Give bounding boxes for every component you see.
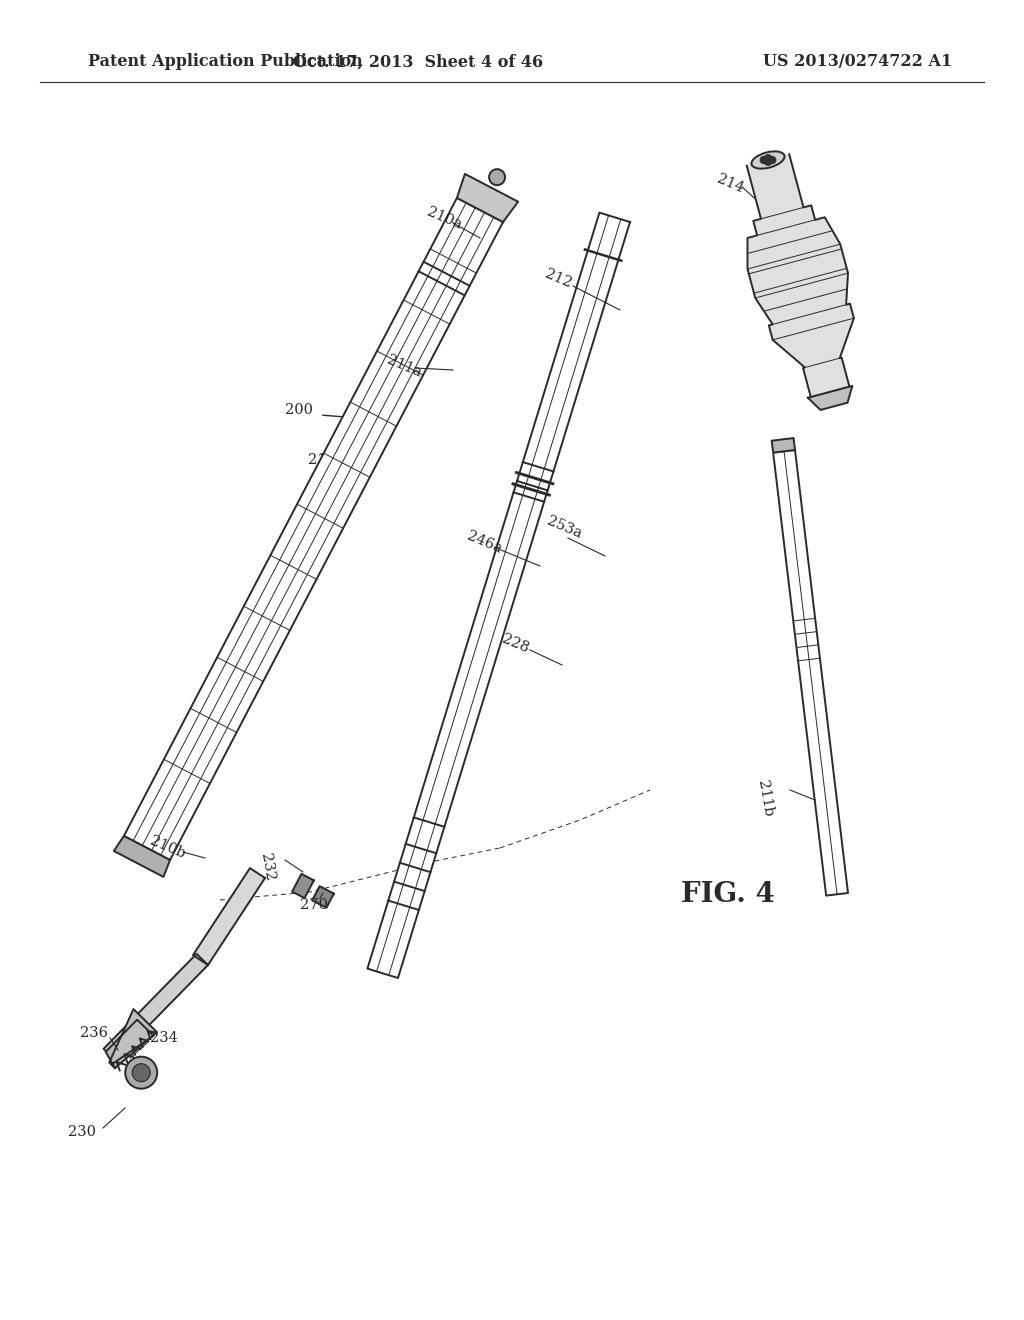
Ellipse shape — [752, 152, 784, 169]
Circle shape — [760, 157, 767, 164]
Text: 246a: 246a — [465, 529, 504, 556]
Text: 212: 212 — [543, 267, 573, 290]
Text: 230: 230 — [68, 1125, 96, 1139]
Text: 210a: 210a — [425, 205, 464, 232]
Circle shape — [765, 154, 771, 162]
Polygon shape — [312, 886, 334, 908]
Polygon shape — [103, 954, 208, 1060]
Polygon shape — [105, 1019, 154, 1068]
Text: 210b: 210b — [148, 834, 187, 862]
Circle shape — [125, 1057, 158, 1089]
Text: Oct. 17, 2013  Sheet 4 of 46: Oct. 17, 2013 Sheet 4 of 46 — [293, 54, 543, 70]
Text: 236: 236 — [80, 1026, 108, 1040]
Text: 234: 234 — [150, 1031, 178, 1045]
Circle shape — [769, 157, 776, 164]
Polygon shape — [124, 198, 503, 861]
Text: 270: 270 — [300, 898, 328, 912]
Polygon shape — [114, 836, 170, 876]
Polygon shape — [772, 438, 795, 453]
Circle shape — [489, 169, 505, 185]
Text: 200: 200 — [285, 403, 313, 417]
Polygon shape — [292, 874, 313, 898]
Text: 228: 228 — [500, 632, 531, 656]
Text: 253a: 253a — [545, 513, 584, 541]
Polygon shape — [368, 213, 630, 978]
Polygon shape — [193, 869, 265, 965]
Polygon shape — [808, 385, 852, 411]
Text: US 2013/0274722 A1: US 2013/0274722 A1 — [763, 54, 952, 70]
Polygon shape — [746, 154, 854, 397]
Polygon shape — [110, 1008, 157, 1068]
Circle shape — [765, 158, 771, 165]
Polygon shape — [457, 174, 518, 222]
Text: FIG. 4: FIG. 4 — [681, 882, 775, 908]
Text: 214: 214 — [716, 172, 746, 195]
Text: 211b: 211b — [755, 780, 775, 818]
Text: 232: 232 — [258, 853, 276, 883]
Text: 210: 210 — [308, 453, 336, 467]
Text: 211a: 211a — [385, 354, 424, 380]
Circle shape — [132, 1064, 151, 1081]
Text: Patent Application Publication: Patent Application Publication — [88, 54, 362, 70]
Polygon shape — [773, 450, 848, 895]
